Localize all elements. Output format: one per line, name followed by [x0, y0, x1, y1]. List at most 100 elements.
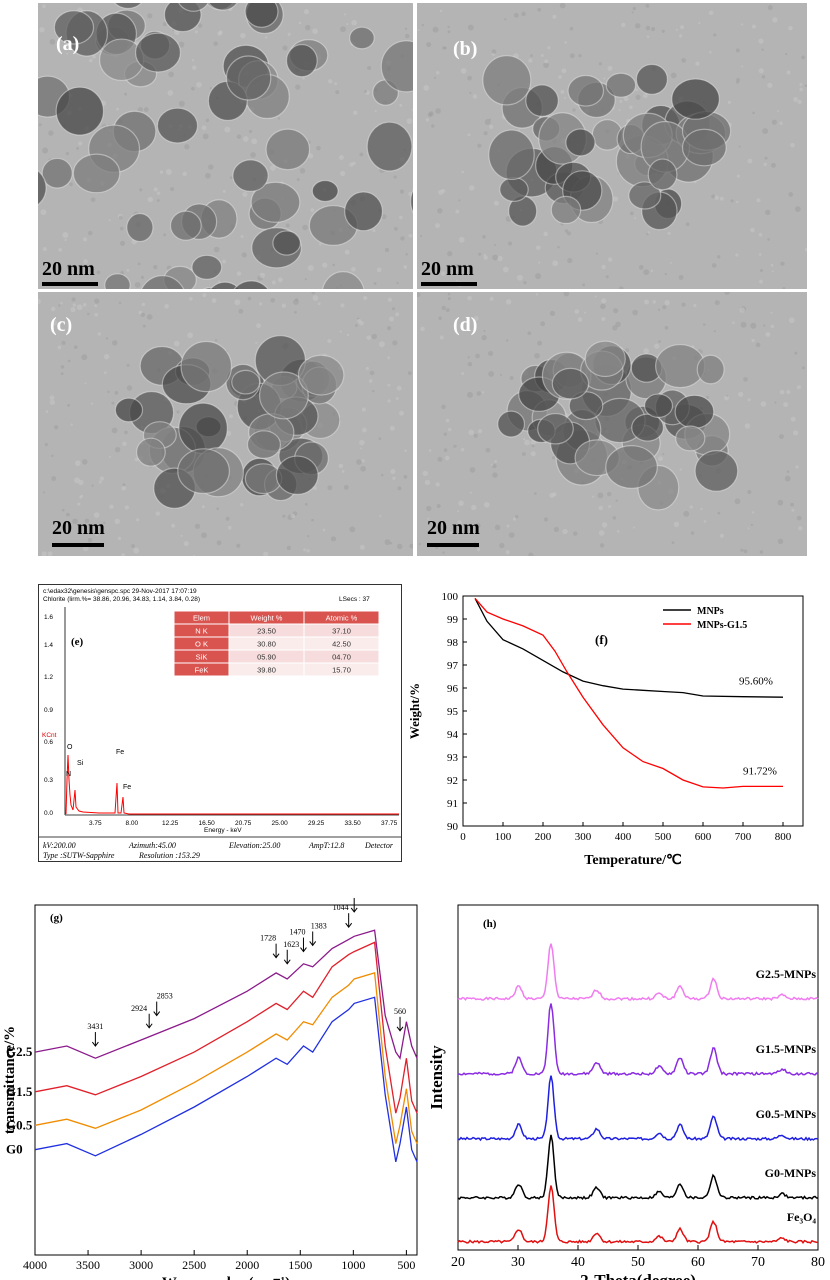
- nanoparticle: [643, 393, 674, 418]
- nanoparticle: [250, 181, 301, 223]
- ftir-peak-label: 2924: [131, 1004, 147, 1013]
- ftir-x-tick: 500: [397, 1258, 415, 1272]
- tga-y-tick: 92: [447, 775, 458, 787]
- nanoparticle: [177, 448, 230, 494]
- nanoparticle: [567, 74, 605, 107]
- xrd-panel-label: (h): [483, 918, 497, 930]
- nanoparticle: [671, 78, 720, 120]
- eds-table-cell: N K: [195, 627, 208, 636]
- nanoparticle: [694, 450, 739, 492]
- eds-header-line2: Chlorite (lirm.%= 38.86, 20.96, 34.83, 1…: [43, 596, 200, 603]
- eds-table-header: Atomic %: [326, 614, 358, 623]
- nanoparticle: [488, 129, 535, 181]
- tga-y-tick: 90: [447, 821, 459, 833]
- nanoparticle: [225, 55, 272, 101]
- ftir-x-label: Wavenumber(cm⁻¹): [162, 1275, 290, 1280]
- nanoparticle: [53, 10, 95, 45]
- nanoparticle: [366, 121, 413, 172]
- eds-table-cell: 42.50: [332, 640, 351, 649]
- nanoparticle: [156, 107, 199, 144]
- ftir-peak-label: 3431: [87, 1022, 103, 1031]
- xrd-x-label: 2-Theta(degree): [580, 1271, 696, 1280]
- ftir-x-tick: 3500: [76, 1258, 100, 1272]
- nanoparticle: [134, 32, 182, 73]
- nanoparticle: [311, 179, 339, 203]
- nanoparticle: [605, 72, 637, 98]
- nanoparticle: [140, 275, 185, 289]
- nanoparticle: [647, 158, 678, 191]
- nanoparticle: [696, 354, 725, 385]
- nanoparticle: [497, 410, 526, 438]
- eds-peak-label-fe1: Fe: [116, 749, 124, 756]
- ftir-peak-label: 1728: [260, 934, 276, 943]
- eds-table-header: Weight %: [251, 614, 283, 623]
- xrd-series-2: [457, 1075, 819, 1142]
- eds-table-cell: 15.70: [332, 666, 351, 675]
- ftir-peak-label: 1623: [283, 940, 299, 949]
- nanoparticle: [675, 425, 706, 452]
- nanoparticle: [191, 254, 223, 280]
- nanoparticle: [233, 280, 269, 289]
- eds-table: Elem Weight % Atomic % N K 23.50 37.10 O K 30.8…: [173, 610, 380, 677]
- eds-table-cell: 37.10: [332, 627, 351, 636]
- eds-x-ticks: 3.75 8.00 12.25 16.50 20.75 25.00 29.25 33.50 37…: [89, 820, 398, 827]
- nanoparticle: [246, 430, 282, 459]
- nanoparticle: [551, 367, 590, 400]
- tga-x-tick: 600: [695, 831, 712, 843]
- ftir-chart: 4000 3500 3000 2500 2000 1500 1000 500 Wavenumbe…: [2, 895, 418, 1280]
- eds-x-tick: 29.25: [308, 820, 325, 827]
- tga-y-tick: 100: [442, 591, 459, 603]
- ftir-peak-label: 2853: [157, 992, 173, 1001]
- nanoparticle: [349, 26, 375, 50]
- ftir-peak-label: 1044: [333, 903, 349, 912]
- ftir-peak-label: 992: [352, 895, 364, 897]
- panel-label-a: (a): [56, 33, 80, 55]
- tga-x-tick: 800: [775, 831, 792, 843]
- eds-footer-azimuth: Azimuth:45.00: [128, 841, 176, 850]
- nanoparticle: [178, 3, 209, 12]
- ftir-series-1: [34, 941, 418, 1114]
- tga-x-tick: 200: [535, 831, 552, 843]
- eds-y-tick: 0.9: [44, 707, 53, 714]
- tem-image-d: [417, 292, 807, 556]
- tga-x-tick: 700: [735, 831, 752, 843]
- xrd-series-label: G2.5-MNPs: [756, 967, 817, 981]
- tga-legend-label: MNPs: [697, 606, 724, 617]
- eds-x-tick: 20.75: [235, 820, 252, 827]
- ftir-panel-label: (g): [50, 912, 63, 924]
- xrd-x-tick: 80: [811, 1255, 825, 1270]
- eds-table-cell: SiK: [196, 653, 208, 662]
- nanoparticle: [322, 271, 365, 289]
- ftir-plot-frame: [34, 904, 418, 1256]
- nanoparticle: [605, 445, 658, 489]
- nanoparticle: [41, 157, 73, 189]
- tem-image-c: [38, 292, 413, 556]
- tga-x-tick: 100: [495, 831, 512, 843]
- nanoparticle: [550, 195, 582, 225]
- eds-panel: c:\edax32\genesis\genspc.spc 29-Nov-2017…: [38, 584, 402, 862]
- eds-table-cell: 39.80: [257, 666, 276, 675]
- tga-x-tick: 0: [460, 831, 466, 843]
- xrd-x-tick: 30: [511, 1255, 525, 1270]
- tga-x-tick: 300: [575, 831, 592, 843]
- panel-label-b: (b): [453, 38, 478, 60]
- nanoparticle: [113, 3, 143, 10]
- tga-y-tick: 93: [447, 752, 459, 764]
- nanoparticle: [482, 55, 532, 106]
- ftir-series-label: G2.5: [6, 1044, 33, 1059]
- tga-x-tick: 400: [615, 831, 632, 843]
- xrd-x-tick: 20: [451, 1255, 465, 1270]
- nanoparticle: [499, 176, 529, 202]
- tga-y-tick: 97: [447, 660, 459, 672]
- nanoparticle: [265, 128, 311, 171]
- ftir-series-label: G0.5: [6, 1117, 33, 1132]
- nanoparticle: [297, 354, 345, 396]
- scale-label-d: 20 nm: [427, 517, 480, 539]
- scale-label-b: 20 nm: [421, 258, 474, 280]
- tga-y-tick: 91: [447, 798, 458, 810]
- nanoparticle: [180, 340, 233, 393]
- eds-x-tick: 33.50: [345, 820, 362, 827]
- eds-y-tick: 1.2: [44, 674, 53, 681]
- eds-x-tick: 16.50: [199, 820, 216, 827]
- xrd-x-tick: 60: [691, 1255, 705, 1270]
